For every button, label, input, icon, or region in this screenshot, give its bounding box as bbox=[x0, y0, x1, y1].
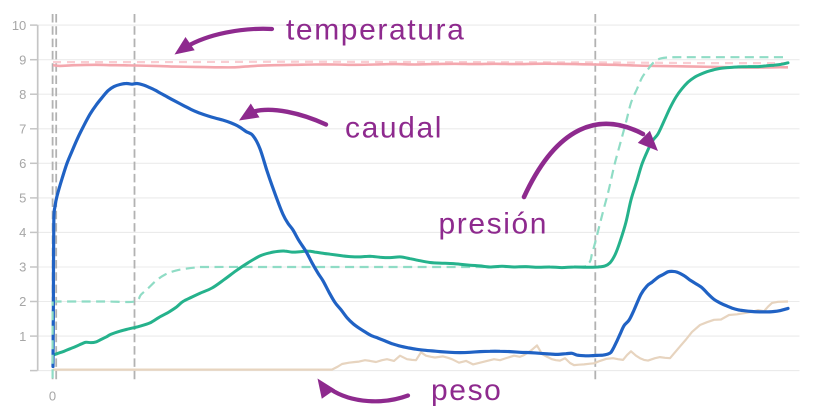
svg-text:presión: presión bbox=[439, 208, 549, 241]
svg-text:peso: peso bbox=[431, 374, 502, 407]
svg-text:temperatura: temperatura bbox=[286, 14, 465, 47]
svg-text:10: 10 bbox=[12, 18, 26, 33]
svg-text:1: 1 bbox=[19, 329, 26, 344]
svg-text:caudal: caudal bbox=[345, 112, 443, 145]
svg-text:5: 5 bbox=[19, 191, 26, 206]
svg-text:6: 6 bbox=[19, 156, 26, 171]
svg-text:0: 0 bbox=[49, 388, 56, 403]
svg-text:4: 4 bbox=[19, 225, 26, 240]
svg-text:8: 8 bbox=[19, 87, 26, 102]
svg-text:7: 7 bbox=[19, 122, 26, 137]
svg-text:9: 9 bbox=[19, 52, 26, 67]
svg-text:2: 2 bbox=[19, 294, 26, 309]
svg-text:3: 3 bbox=[19, 260, 26, 275]
